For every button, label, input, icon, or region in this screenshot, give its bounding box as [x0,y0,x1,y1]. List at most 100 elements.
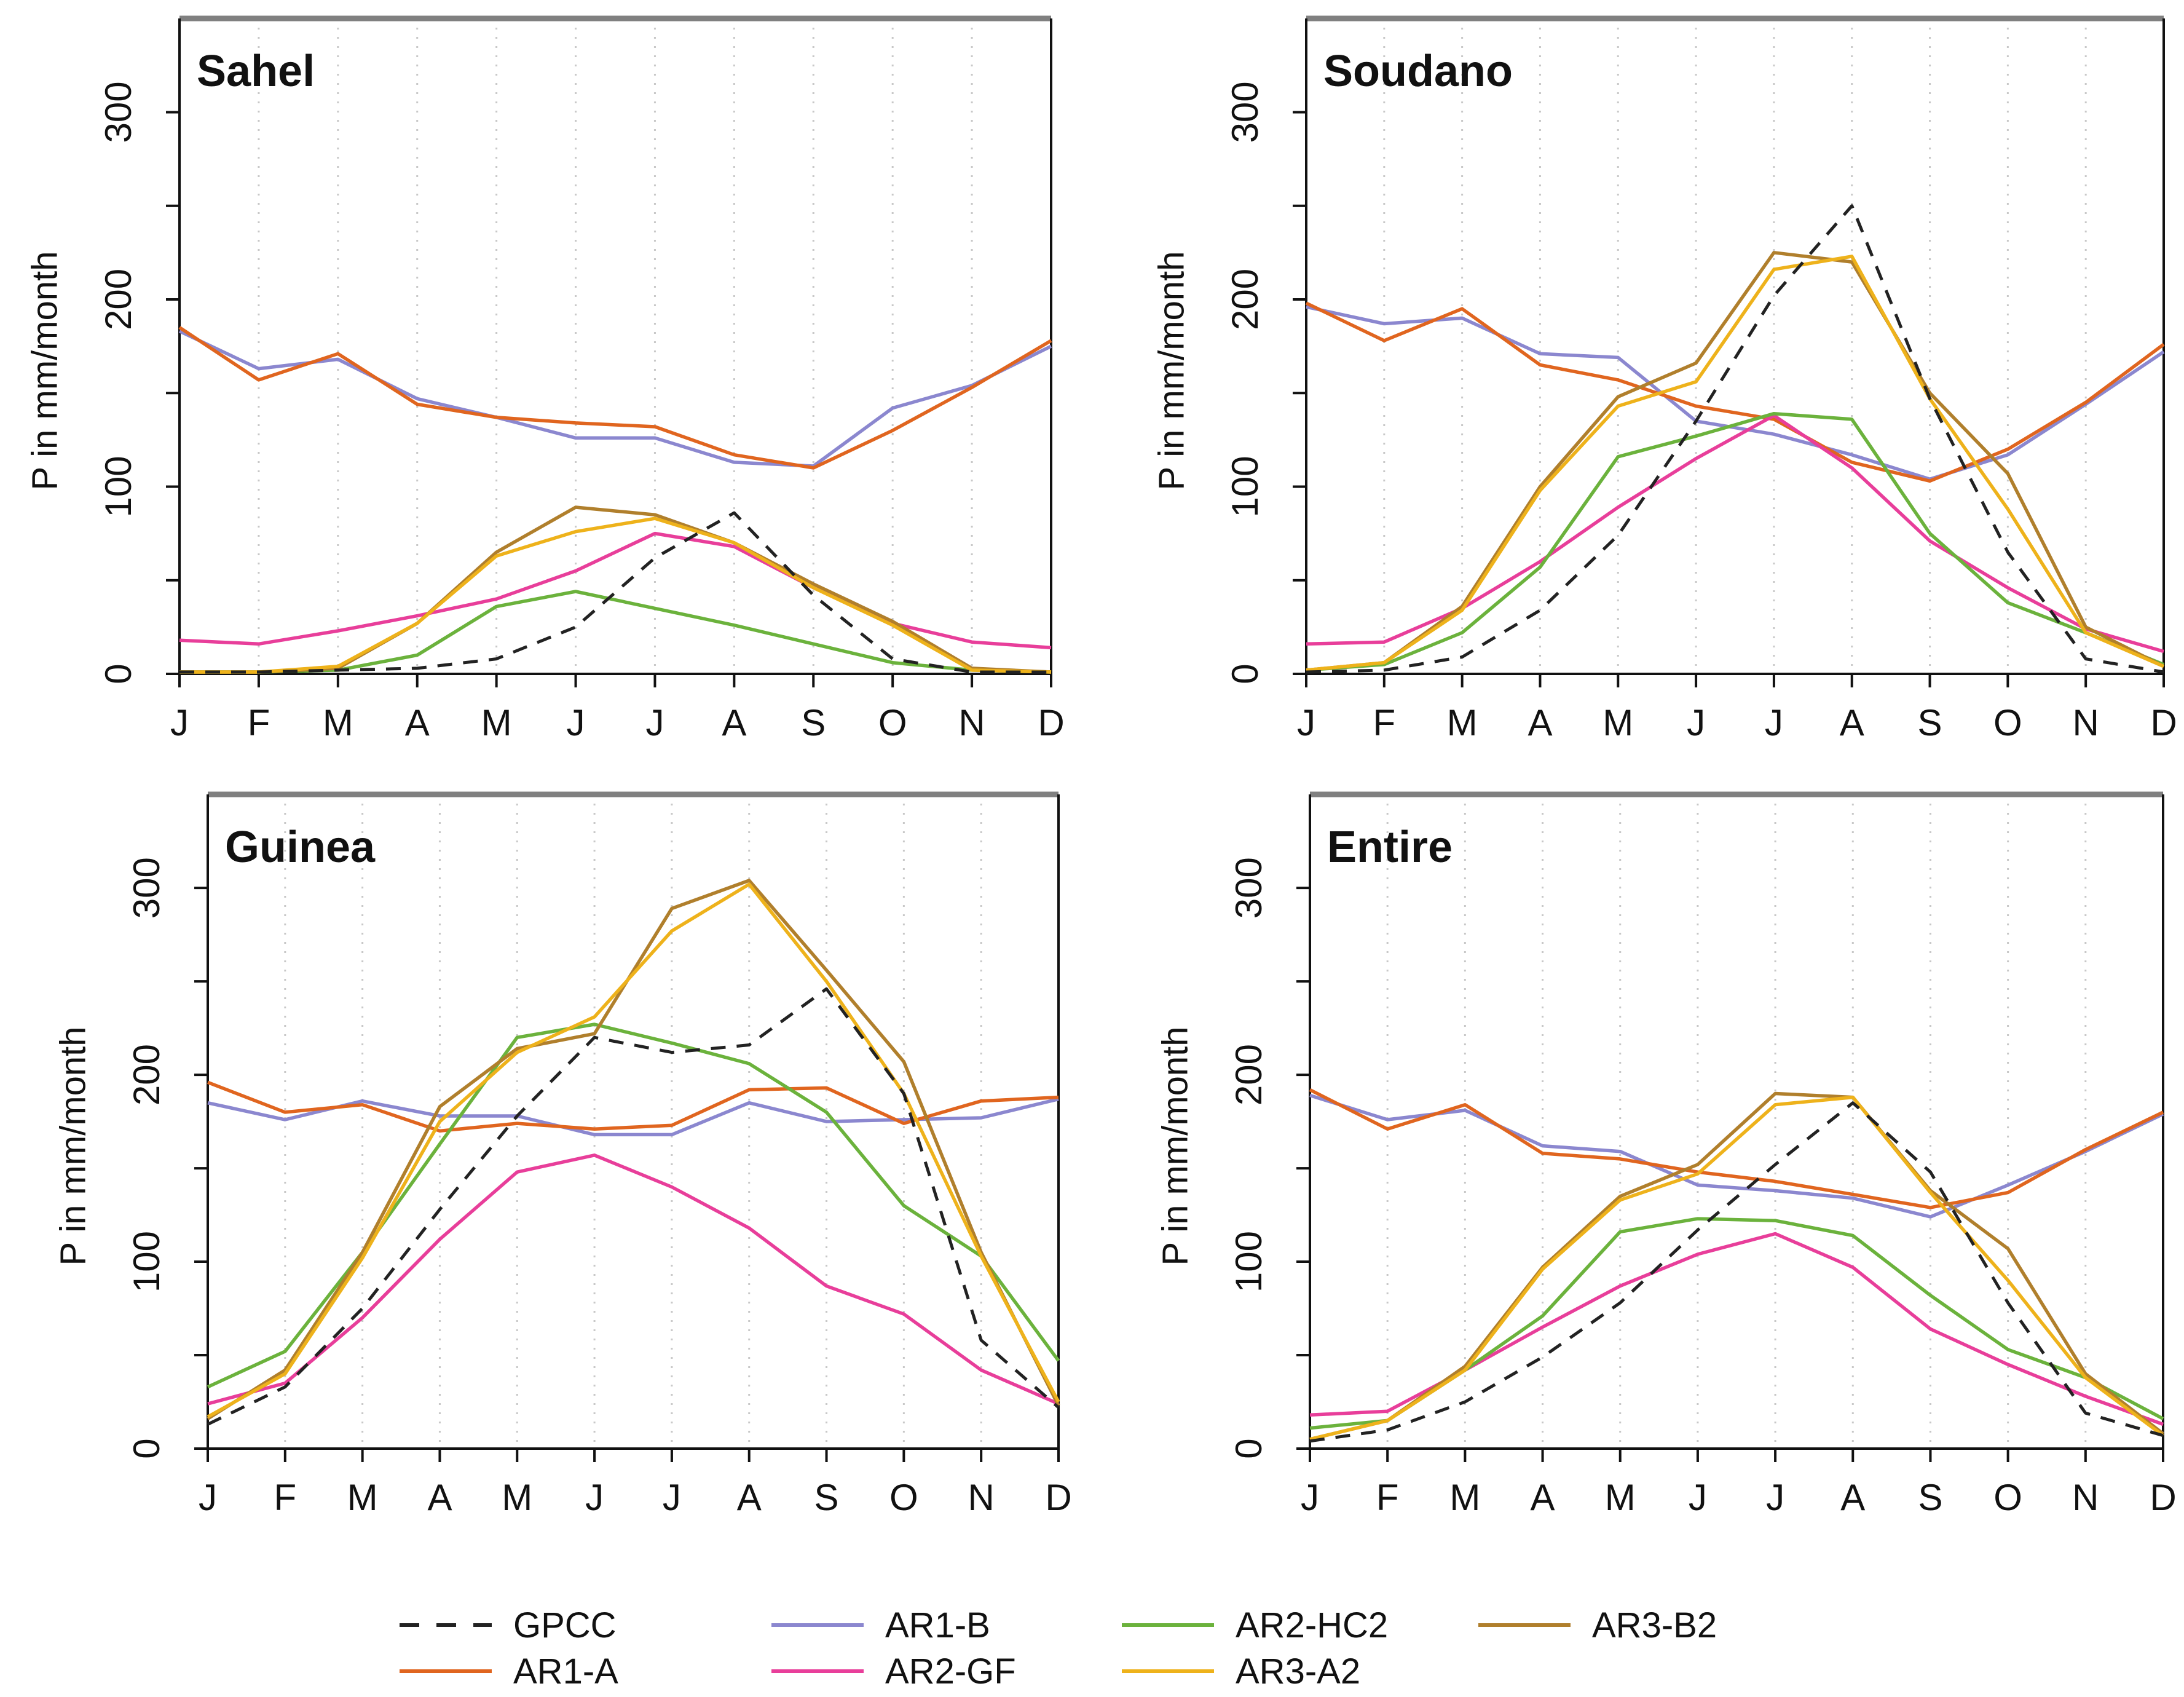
x-tick-label: J [1689,1477,1707,1518]
x-tick-label: J [1766,1477,1784,1518]
y-tick-label: 0 [98,663,139,684]
x-tick-label: F [1376,1477,1399,1518]
y-axis-label: P in mm/month [53,1027,93,1266]
panels: J F M A M J J A S O N D 0 100 200 300 P in mm/month Sahel… [25,15,2177,1518]
x-tick-label: A [722,702,746,743]
x-tick-label: A [1528,702,1552,743]
x-tick-label: A [1840,1477,1865,1518]
legend-label: AR3-A2 [1236,1652,1360,1691]
panel-soudano: J F M A M J J A S O N D 0 100 200 300 P in mm/month Souda… [1151,15,2177,743]
legend-item-ar3-b2: AR3-B2 [1478,1605,1717,1645]
x-tick-label: S [1918,1477,1942,1518]
y-axis-label: P in mm/month [1155,1027,1195,1266]
x-tick-label: S [1918,702,1942,743]
y-tick-label: 100 [1228,1231,1269,1292]
panel-title: Entire [1327,823,1453,872]
x-tick-label: D [1038,702,1064,743]
series-line-ar3-a2 [207,882,1060,1418]
series-line-ar1-a [178,326,1052,470]
x-tick-label: N [968,1477,995,1518]
y-tick-label: 300 [1224,81,1266,143]
y-tick-label: 200 [98,269,139,330]
y-axis-label: P in mm/month [25,251,65,491]
series-line-ar2-gf [207,1153,1060,1406]
legend-item-ar2-hc2: AR2-HC2 [1122,1605,1388,1645]
x-tick-label: A [1531,1477,1555,1518]
legend: GPCC AR1-A AR1-B AR2-GF AR2-HC2 AR3-A2 AR3-B2 [400,1605,1717,1691]
panel-entire: J F M A M J J A S O N D 0 100 200 300 P in mm/month Entir… [1155,791,2177,1518]
x-tick-label: D [1045,1477,1071,1518]
series-line-ar3-a2 [179,516,1052,674]
x-tick-label: O [1993,702,2022,743]
x-tick-label: A [427,1477,452,1518]
series-line-ar1-a [1305,301,2165,483]
legend-label: AR1-B [885,1605,990,1645]
x-tick-label: N [2072,1477,2099,1518]
series-line-ar1-b [178,330,1052,468]
y-tick-label: 300 [1228,857,1269,919]
x-tick-label: J [645,702,664,743]
series-line-ar2-hc2 [207,1023,1060,1389]
series-line-ar2-hc2 [1306,411,2165,672]
series-line-ar2-gf [179,531,1052,650]
legend-label: GPCC [513,1605,617,1645]
x-tick-label: F [248,702,270,743]
x-tick-label: M [502,1477,532,1518]
y-tick-label: 0 [1224,663,1266,684]
legend-label: AR2-GF [885,1652,1016,1691]
panel-title: Sahel [197,47,315,96]
x-tick-label: M [1447,702,1478,743]
legend-label: AR1-A [513,1652,618,1691]
x-tick-label: J [199,1477,217,1518]
panel-sahel: J F M A M J J A S O N D 0 100 200 300 P in mm/month Sahel [25,15,1065,743]
x-tick-label: J [170,702,189,743]
x-tick-label: F [274,1477,296,1518]
x-tick-label: S [814,1477,839,1518]
y-tick-label: 300 [98,81,139,143]
series-line-ar3-b2 [1306,251,2165,672]
x-tick-label: M [1449,1477,1480,1518]
y-tick-label: 200 [1224,269,1266,330]
series-line-gpcc [1306,204,2164,674]
series-line-ar1-b [1309,1093,2164,1219]
y-tick-label: 100 [1224,456,1266,517]
legend-item-gpcc: GPCC [400,1605,617,1645]
panel-title: Guinea [225,823,376,872]
x-tick-label: J [1297,702,1315,743]
x-tick-label: A [405,702,430,743]
x-tick-label: M [1605,1477,1636,1518]
x-tick-label: M [481,702,512,743]
series-line-ar3-a2 [1306,255,2165,672]
x-tick-label: J [1687,702,1705,743]
x-tick-label: A [737,1477,762,1518]
x-tick-label: D [2150,702,2177,743]
legend-label: AR3-B2 [1592,1605,1717,1645]
panel-title: Soudano [1323,47,1513,96]
y-tick-label: 100 [126,1231,167,1292]
series-line-ar3-b2 [1309,1091,2164,1441]
series-line-ar3-a2 [1309,1095,2164,1441]
y-tick-label: 300 [126,857,167,919]
legend-label: AR2-HC2 [1236,1605,1388,1645]
x-tick-label: O [1993,1477,2022,1518]
series-line-ar1-b [1306,305,2165,481]
series-line-ar3-b2 [207,879,1060,1420]
y-tick-label: 0 [126,1438,167,1458]
series-line-ar1-a [1309,1088,2164,1209]
x-tick-label: M [323,702,353,743]
x-tick-label: A [1840,702,1864,743]
x-tick-label: O [878,702,907,743]
x-tick-label: F [1373,702,1395,743]
legend-item-ar3-a2: AR3-A2 [1122,1652,1360,1691]
x-tick-label: S [801,702,826,743]
legend-item-ar1-a: AR1-A [400,1652,618,1691]
x-tick-label: J [567,702,585,743]
x-tick-label: M [1603,702,1633,743]
legend-item-ar1-b: AR1-B [771,1605,990,1645]
y-tick-label: 200 [126,1044,167,1106]
x-tick-label: M [347,1477,378,1518]
series-line-gpcc [1309,1101,2164,1443]
legend-item-ar2-gf: AR2-GF [771,1652,1016,1691]
